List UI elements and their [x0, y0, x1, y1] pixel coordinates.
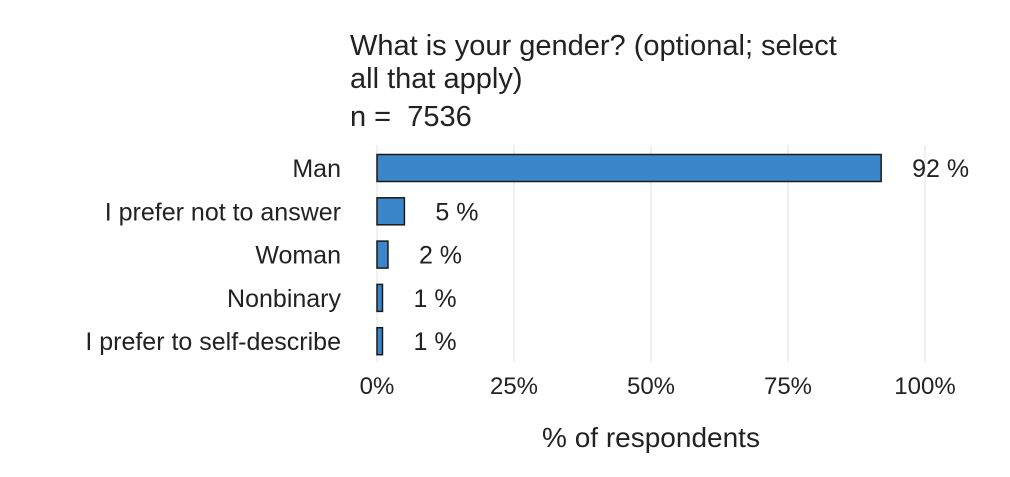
- chart-subtitle: n = 7536: [350, 101, 472, 133]
- category-label-0: Man: [292, 155, 341, 183]
- value-label-4: 1 %: [413, 328, 456, 356]
- category-label-3: Nonbinary: [227, 285, 341, 313]
- bar-2: [376, 240, 389, 269]
- bar-0: [376, 153, 882, 183]
- x-tick-label-3: 75%: [764, 373, 812, 400]
- category-label-1: I prefer not to answer: [105, 198, 341, 226]
- category-label-2: Woman: [255, 242, 341, 270]
- chart-title: What is your gender? (optional; select a…: [350, 30, 837, 133]
- value-label-0: 92 %: [912, 155, 969, 183]
- chart-title-line-1: What is your gender? (optional; select: [350, 30, 837, 62]
- bar-3: [376, 283, 384, 313]
- x-tick-label-1: 25%: [490, 373, 538, 400]
- value-label-2: 2 %: [419, 242, 462, 270]
- x-tick-label-0: 0%: [360, 373, 395, 400]
- bars: [376, 153, 882, 356]
- value-label-1: 5 %: [435, 198, 478, 226]
- x-tick-label-2: 50%: [627, 373, 675, 400]
- bar-1: [376, 197, 406, 226]
- x-axis-ticks: 0% 25% 50% 75% 100%: [360, 373, 956, 400]
- value-label-3: 1 %: [413, 285, 456, 313]
- chart-title-line-2: all that apply): [350, 63, 523, 95]
- category-labels: Man I prefer not to answer Woman Nonbinary I…: [85, 155, 341, 356]
- bar-4: [376, 326, 384, 356]
- x-axis-title: % of respondents: [542, 422, 760, 453]
- value-labels: 92 % 5 % 2 % 1 % 1 %: [413, 155, 969, 356]
- category-label-4: I prefer to self-describe: [85, 328, 341, 356]
- x-tick-label-4: 100%: [894, 373, 955, 400]
